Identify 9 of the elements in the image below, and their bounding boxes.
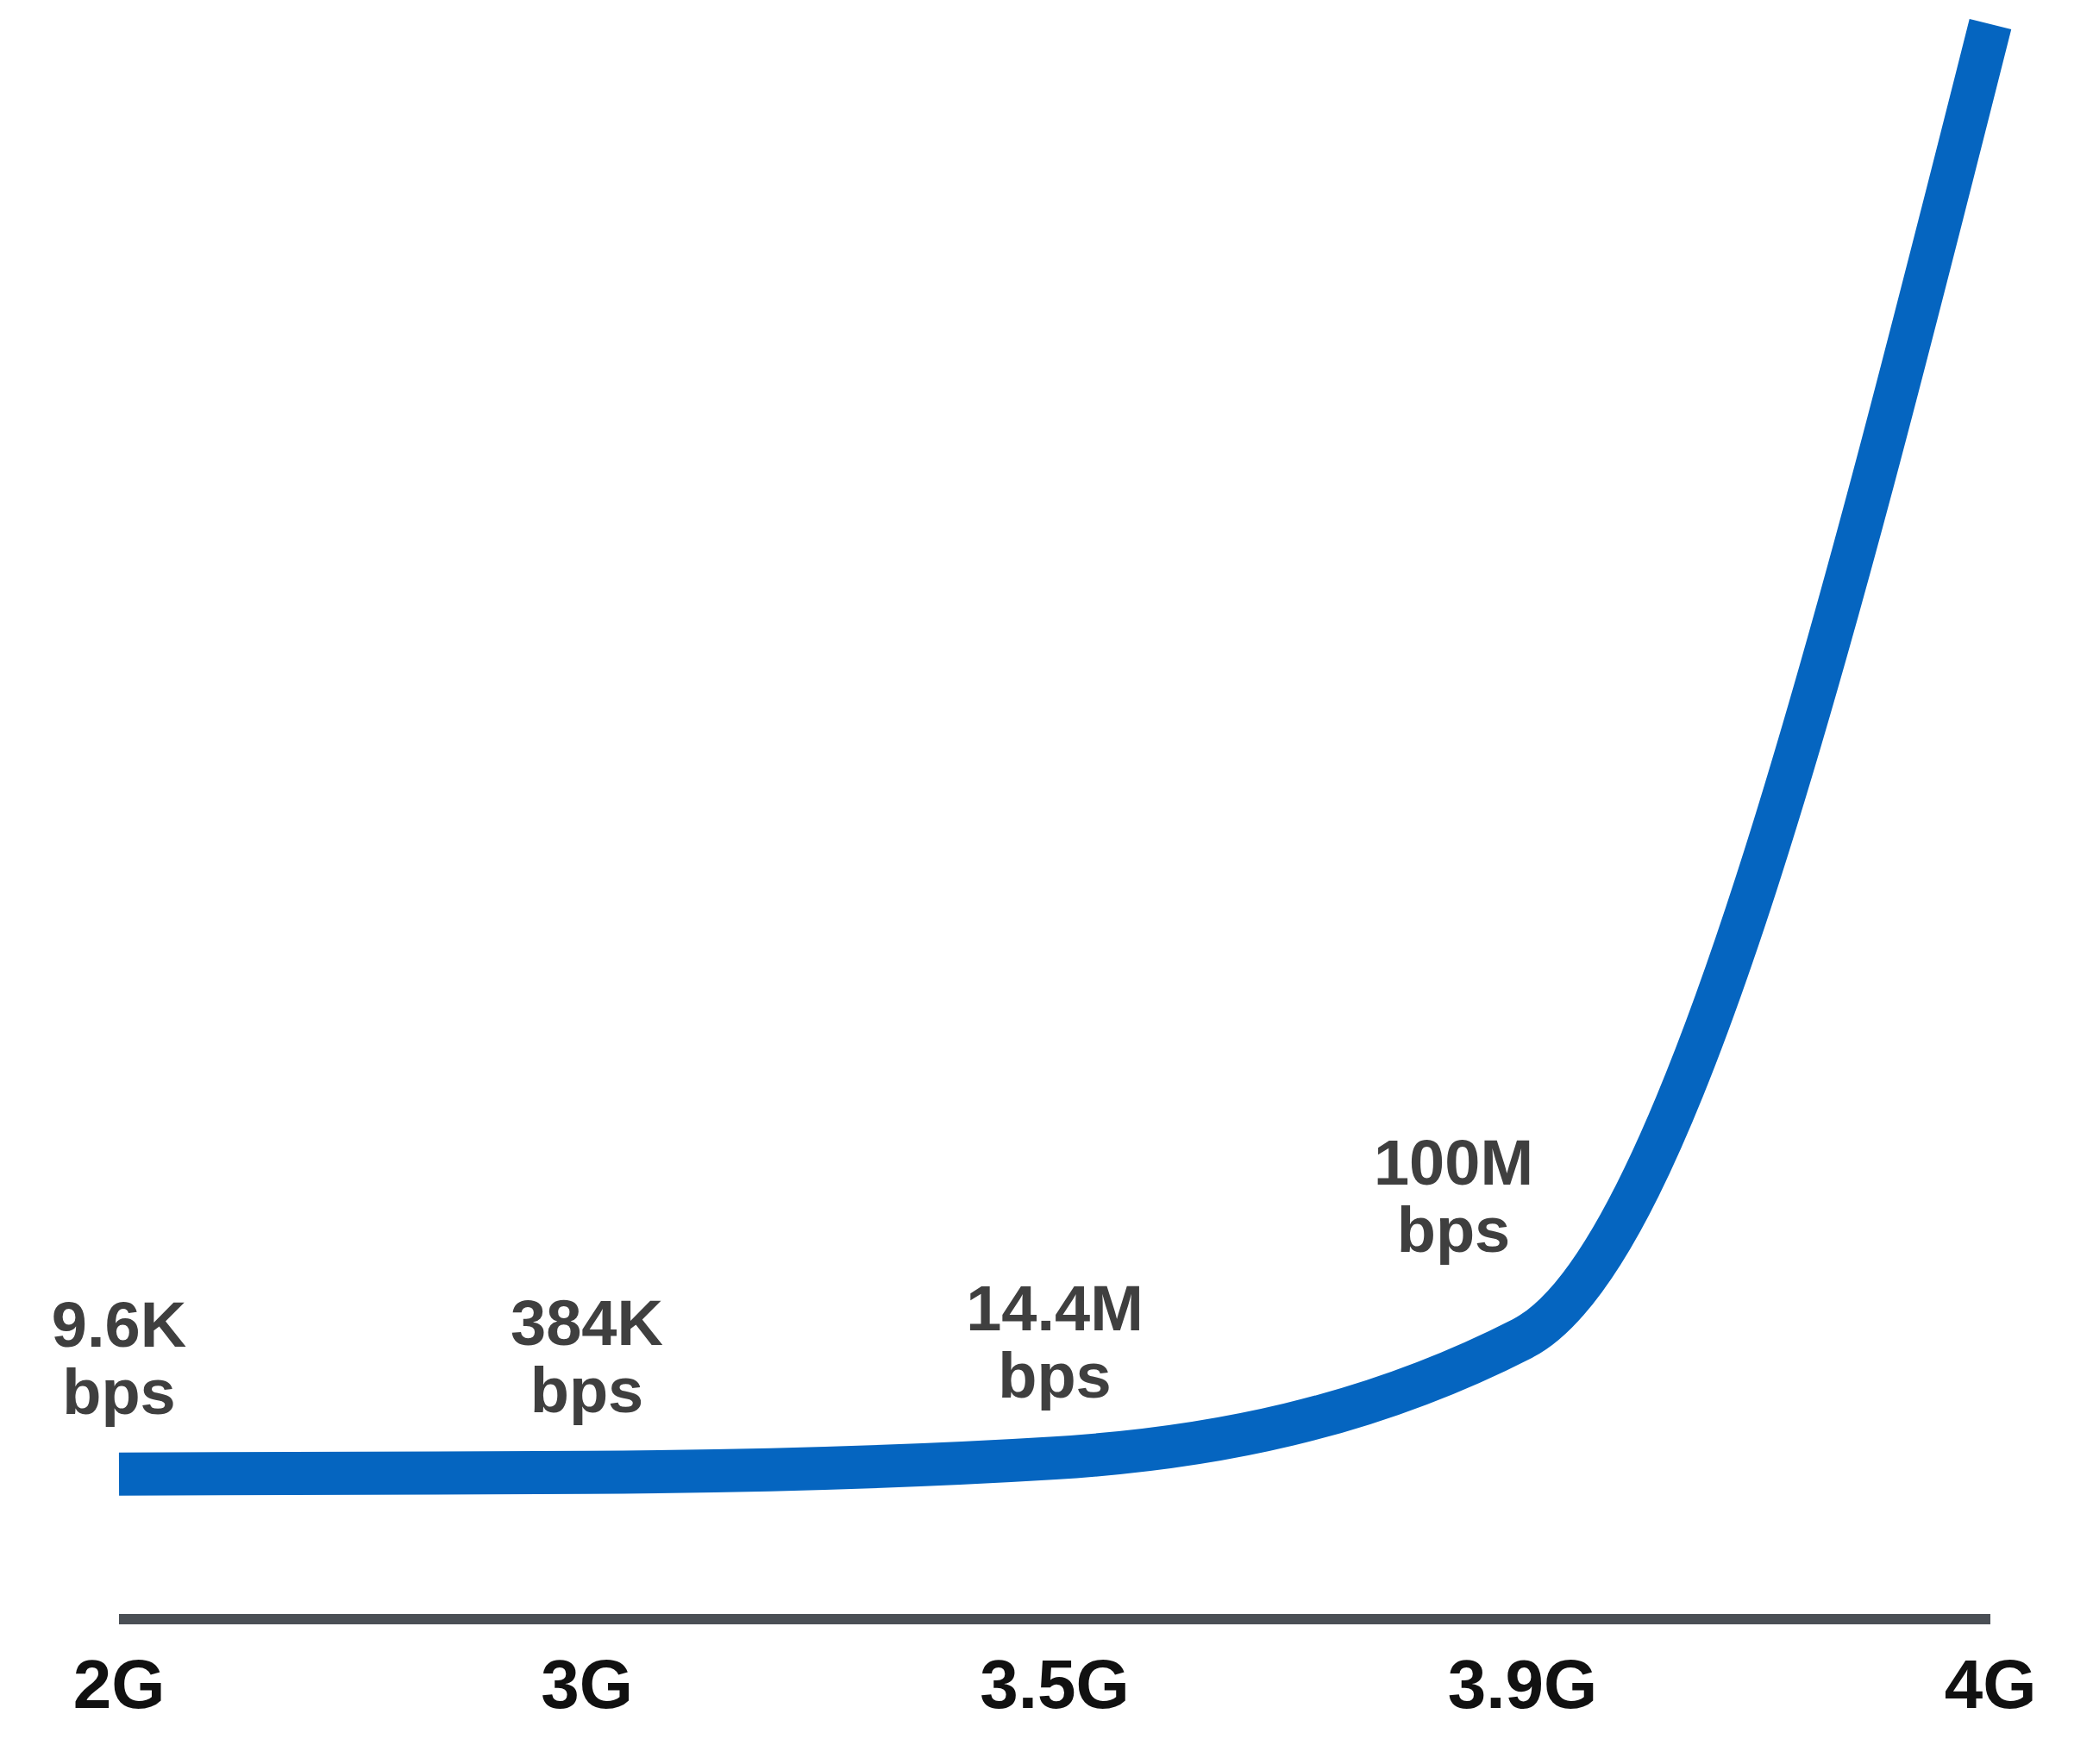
annotation: 384K bps (511, 1286, 663, 1426)
annotation: 9.6K bps (51, 1288, 187, 1428)
x-tick-label: 3G (541, 1645, 633, 1723)
annotation: 100M bps (1373, 1127, 1534, 1267)
annotation: 14.4M bps (966, 1273, 1144, 1412)
x-tick-label: 4G (1944, 1645, 2037, 1723)
x-tick-label: 3.9G (1447, 1645, 1598, 1723)
x-tick-label: 3.5G (980, 1645, 1130, 1723)
x-tick-label: 2G (72, 1645, 166, 1723)
